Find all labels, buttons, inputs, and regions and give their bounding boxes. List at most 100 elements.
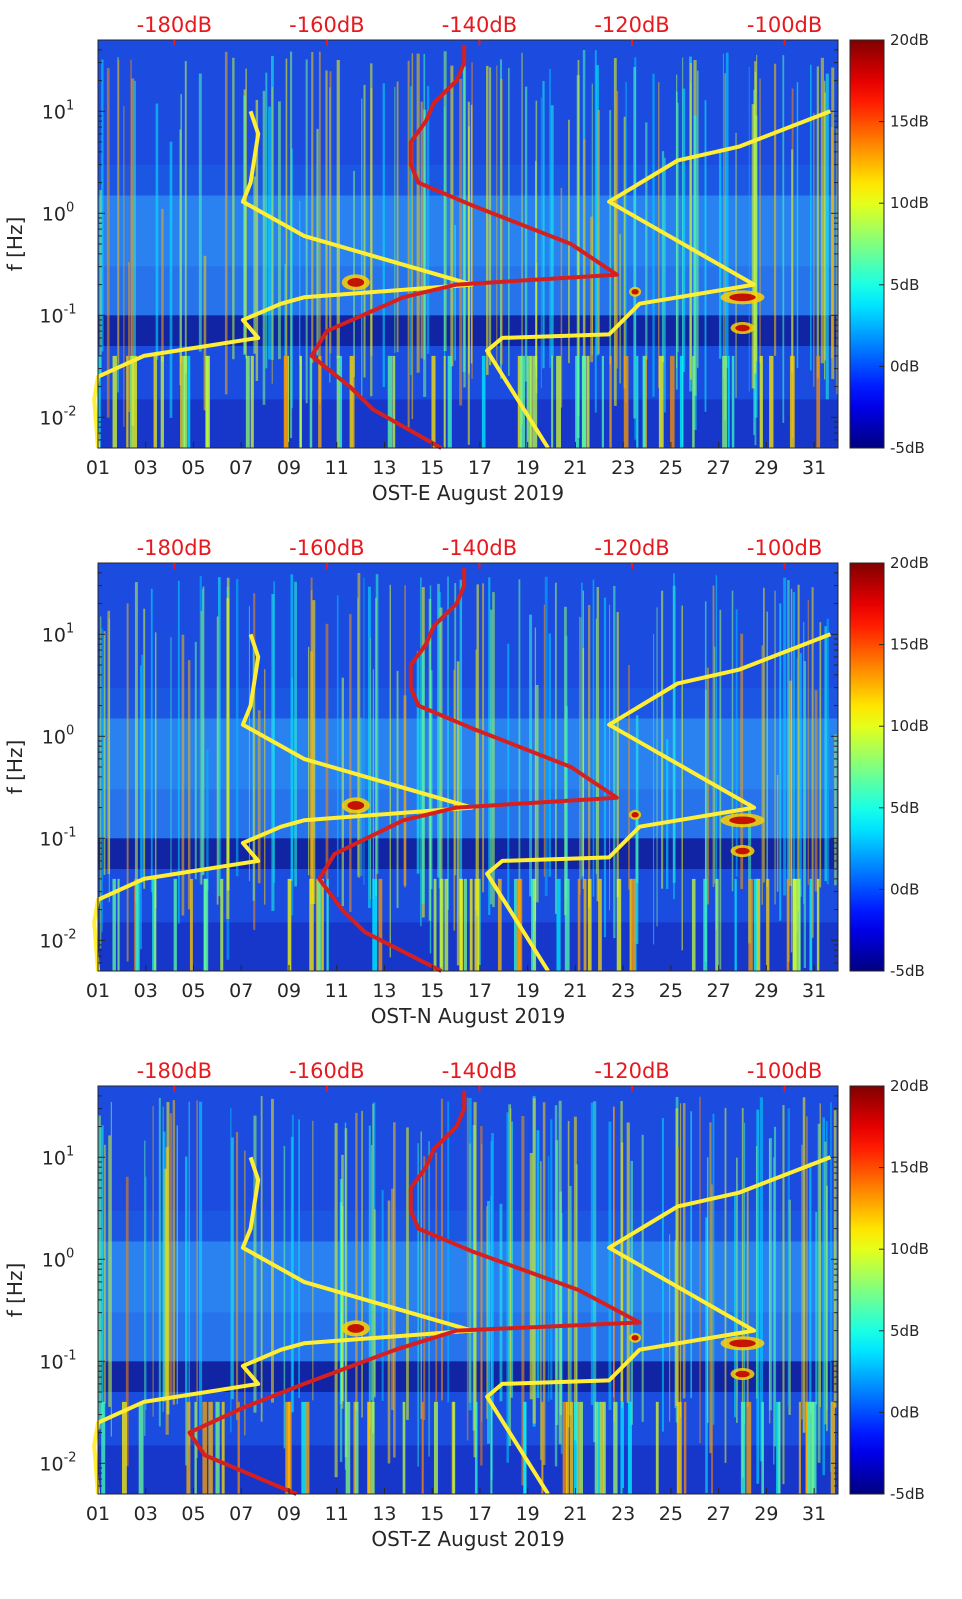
spectrogram-stripe bbox=[160, 355, 164, 448]
yellow-curve-0 bbox=[92, 633, 474, 972]
spectrogram-streak bbox=[763, 587, 765, 883]
spectrogram-streak bbox=[736, 1183, 739, 1399]
x-tick-label: 17 bbox=[468, 980, 492, 1002]
x-tick-label: 21 bbox=[563, 1503, 587, 1525]
x-axis-label: OST-Z August 2019 bbox=[371, 1527, 564, 1551]
spectrogram-streak bbox=[532, 1098, 536, 1424]
spectrogram-stripe bbox=[447, 355, 452, 448]
spectrogram-streak bbox=[423, 1156, 426, 1421]
spectrogram-stripe bbox=[112, 355, 117, 448]
colorbar-tick-label: 0dB bbox=[890, 1403, 919, 1421]
spectrogram-streak bbox=[454, 583, 457, 876]
x-tick-label: 13 bbox=[372, 457, 396, 479]
spectrogram-stripe bbox=[326, 878, 329, 971]
spectrogram-streak bbox=[628, 664, 630, 890]
spectrogram-streak bbox=[682, 1103, 686, 1399]
x-tick-label: 23 bbox=[611, 1503, 635, 1525]
spectrogram-stripe bbox=[245, 355, 250, 448]
x-tick-label: 09 bbox=[277, 1503, 301, 1525]
spectrogram-streak bbox=[468, 126, 470, 374]
spectrogram-streak bbox=[748, 66, 750, 392]
spectrogram-streak bbox=[714, 646, 716, 884]
spectrogram-stripe bbox=[433, 878, 437, 971]
spectrogram-streak bbox=[626, 1122, 630, 1403]
spectrogram-streak bbox=[768, 1137, 773, 1411]
spectrogram-stripe bbox=[809, 878, 813, 971]
spectrogram-streak bbox=[420, 577, 422, 927]
spectrogram bbox=[98, 563, 838, 971]
hot-spot-core bbox=[347, 278, 365, 287]
x-tick-label: 25 bbox=[659, 1503, 683, 1525]
colorbar-tick-label: 15dB bbox=[890, 1159, 929, 1177]
spectrogram-streak bbox=[558, 1100, 562, 1445]
spectrogram-streak bbox=[372, 669, 374, 900]
spectrogram-stripe bbox=[601, 355, 605, 448]
x-tick-label: 07 bbox=[229, 980, 253, 1002]
x-tick-label: 09 bbox=[277, 980, 301, 1002]
top-tick-label: -140dB bbox=[442, 13, 517, 37]
spectrogram-streak bbox=[429, 585, 432, 954]
spectrogram-stripe bbox=[316, 878, 321, 971]
spectrogram-streak bbox=[316, 128, 319, 356]
colorbar-tick-label: 5dB bbox=[890, 1322, 919, 1340]
colorbar-tick-label: 0dB bbox=[890, 880, 919, 898]
spectrogram-streak bbox=[824, 1141, 827, 1425]
colorbar-gradient bbox=[849, 562, 885, 972]
colorbar-tick-label: 15dB bbox=[890, 636, 929, 654]
spectrogram-streak bbox=[349, 614, 352, 912]
spectrogram-stripe bbox=[490, 1401, 493, 1494]
spectrogram-stripe bbox=[354, 1401, 359, 1494]
spectrogram-streak bbox=[564, 606, 567, 916]
x-tick-label: 19 bbox=[516, 457, 540, 479]
x-tick-label: 07 bbox=[229, 1503, 253, 1525]
spectrogram-streak bbox=[463, 65, 466, 388]
spectrogram-streak bbox=[277, 101, 281, 360]
spectrogram-streak bbox=[453, 669, 456, 931]
spectrogram-streak bbox=[715, 575, 718, 930]
spectrogram bbox=[98, 1086, 838, 1494]
spectrogram-streak bbox=[284, 263, 287, 367]
spectrogram-streak bbox=[128, 261, 130, 412]
spectrogram-stripe bbox=[597, 1401, 601, 1494]
spectrogram-streak bbox=[123, 106, 125, 427]
spectrogram-stripe bbox=[431, 355, 436, 448]
spectrogram-streak bbox=[613, 585, 616, 939]
spectrogram-stripe bbox=[579, 1401, 584, 1494]
spectrogram-stripe bbox=[715, 878, 719, 971]
spectrogram-streak bbox=[664, 157, 666, 413]
spectrogram-streak bbox=[312, 600, 316, 904]
spectrogram-streak bbox=[99, 190, 102, 378]
spectrogram-stripe bbox=[117, 878, 120, 971]
spectrogram-streak bbox=[712, 585, 715, 887]
spectrogram-stripe bbox=[433, 1401, 438, 1494]
spectrogram-streak bbox=[164, 1168, 167, 1399]
spectrogram-streak bbox=[103, 631, 106, 875]
spectrogram-stripe bbox=[98, 355, 101, 448]
spectrogram-streak bbox=[596, 587, 600, 902]
spectrogram-streak bbox=[368, 586, 371, 909]
spectrogram-streak bbox=[661, 1118, 664, 1432]
top-tick-label: -160dB bbox=[289, 536, 364, 560]
spectrogram-stripe bbox=[132, 355, 137, 448]
spectrogram-stripe bbox=[703, 878, 708, 971]
spectrogram-streak bbox=[170, 637, 172, 876]
spectrogram-stripe bbox=[748, 878, 753, 971]
spectrogram-streak bbox=[755, 1145, 758, 1399]
spectrogram-streak bbox=[802, 1097, 806, 1433]
spectrogram-streak bbox=[468, 1098, 472, 1411]
spectrogram-streak bbox=[635, 816, 639, 944]
spectrogram-streak bbox=[824, 626, 828, 882]
spectrogram-streak bbox=[196, 1100, 198, 1459]
spectrogram-streak bbox=[540, 1161, 542, 1460]
spectrogram-streak bbox=[232, 57, 235, 360]
spectrogram-streak bbox=[677, 1147, 679, 1493]
spectrogram-streak bbox=[544, 576, 548, 896]
spectrogram-streak bbox=[542, 1102, 546, 1465]
spectrogram-stripe bbox=[562, 1401, 568, 1494]
spectrogram-streak bbox=[834, 734, 837, 886]
spectrogram-streak bbox=[766, 611, 768, 888]
spectrogram-streak bbox=[341, 1154, 344, 1402]
spectrogram-stripe bbox=[753, 878, 759, 971]
spectrogram-streak bbox=[496, 65, 498, 370]
spectrogram-streak bbox=[819, 622, 822, 888]
